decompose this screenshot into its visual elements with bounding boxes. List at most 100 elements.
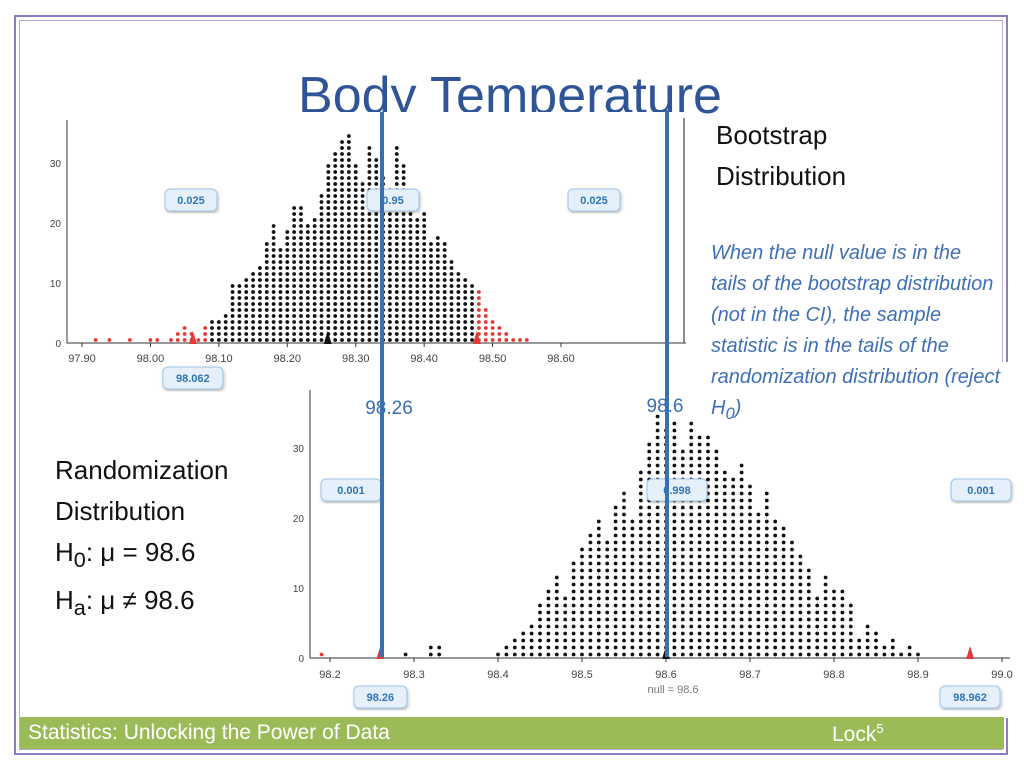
bootstrap-dot: [264, 296, 269, 300]
randomization-dot: [706, 645, 710, 650]
bootstrap-dot: [319, 284, 324, 288]
bootstrap-dot: [271, 326, 276, 330]
randomization-dot: [580, 645, 584, 650]
randomization-dot: [722, 596, 727, 601]
bootstrap-dot: [394, 338, 399, 342]
randomization-dot: [773, 561, 778, 566]
randomization-dot: [672, 512, 677, 517]
randomization-dot: [798, 645, 803, 650]
bootstrap-dot: [305, 320, 310, 324]
bootstrap-dot: [326, 314, 331, 318]
bootstrap-dot: [442, 296, 447, 300]
bootstrap-dot: [305, 308, 310, 312]
bootstrap-dot: [408, 248, 413, 252]
bootstrap-dot: [435, 314, 440, 318]
bootstrap-dot: [360, 236, 365, 240]
bootstrap-dot: [230, 296, 235, 300]
randomization-dot: [622, 568, 626, 573]
randomization-dot: [554, 582, 559, 587]
bootstrap-dot: [408, 242, 413, 246]
bootstrap-dot: [299, 254, 303, 258]
randomization-dot: [739, 463, 744, 468]
randomization-dot: [857, 645, 862, 650]
bootstrap-dot: [415, 260, 420, 264]
bootstrap-dot: [401, 302, 406, 306]
randomization-dot: [806, 638, 811, 643]
randomization-dot: [596, 645, 601, 650]
randomization-dot: [680, 603, 685, 608]
randomization-dot: [680, 547, 685, 552]
randomization-dot: [638, 484, 643, 489]
randomization-dot: [622, 491, 626, 496]
bootstrap-dot: [401, 314, 406, 318]
bootstrap-dot: [285, 338, 290, 342]
bootstrap-dot: [394, 158, 399, 162]
randomization-dot: [554, 645, 559, 650]
randomization-dot: [722, 470, 727, 475]
bootstrap-dot: [415, 278, 420, 282]
randomization-dot: [714, 603, 719, 608]
randomization-dot: [605, 540, 610, 545]
bootstrap-dot: [408, 320, 413, 324]
bootstrap-dot: [470, 314, 474, 318]
randomization-dot: [756, 652, 761, 657]
randomization-dot: [580, 547, 584, 552]
randomization-dot: [630, 610, 635, 615]
bootstrap-dot: [504, 338, 509, 342]
randomization-dot: [512, 652, 517, 657]
randomization-dot: [773, 526, 778, 531]
bootstrap-dot: [175, 338, 180, 342]
bootstrap-dot: [422, 290, 427, 294]
bootstrap-dot: [449, 272, 454, 276]
randomization-dot: [907, 652, 912, 657]
bootstrap-dot: [394, 290, 399, 294]
randomization-dot: [529, 645, 534, 650]
bootstrap-dot: [360, 302, 365, 306]
bootstrap-dot: [312, 272, 317, 276]
bootstrap-dot: [374, 242, 379, 246]
bootstrap-dot: [353, 200, 358, 204]
bootstrap-dot: [429, 260, 433, 264]
randomization-dot: [739, 561, 744, 566]
randomization-dot: [689, 603, 694, 608]
bootstrap-dot: [340, 164, 344, 168]
randomization-dot: [647, 568, 652, 573]
randomization-dot: [748, 540, 752, 545]
bootstrap-dot: [326, 302, 331, 306]
bootstrap-dot: [333, 290, 338, 294]
bootstrap-dot: [353, 302, 358, 306]
bootstrap-dot: [353, 308, 358, 312]
bootstrap-dot: [251, 332, 255, 336]
randomization-dot: [680, 568, 685, 573]
randomization-dot: [890, 645, 895, 650]
bootstrap-dot: [408, 236, 413, 240]
bootstrap-dot: [367, 164, 372, 168]
bootstrap-dot: [264, 302, 269, 306]
bootstrap-dot: [299, 320, 303, 324]
randomization-dot: [563, 624, 568, 629]
randomization-dot: [764, 610, 769, 615]
randomization-dot: [764, 519, 769, 524]
bootstrap-dot: [292, 206, 297, 210]
randomization-dot: [714, 449, 719, 454]
bootstrap-dot: [264, 248, 269, 252]
bootstrap-dot: [374, 176, 379, 180]
randomization-dot: [697, 519, 702, 524]
bootstrap-dot: [285, 260, 290, 264]
randomization-dot: [748, 617, 752, 622]
bootstrap-dot: [449, 326, 454, 330]
bootstrap-dot: [319, 212, 324, 216]
bootstrap-dot: [251, 320, 255, 324]
randomization-dot: [714, 645, 719, 650]
randomization-dot: [781, 575, 786, 580]
randomization-dot: [638, 638, 643, 643]
bootstrap-proportion-box: [567, 188, 621, 212]
bootstrap-dot: [319, 254, 324, 258]
randomization-dot: [806, 589, 811, 594]
bootstrap-dot: [442, 254, 447, 258]
randomization-dot: [865, 652, 870, 657]
randomization-dot: [722, 512, 727, 517]
randomization-dot: [630, 638, 635, 643]
randomization-dot: [890, 638, 895, 643]
randomization-dot: [689, 526, 694, 531]
